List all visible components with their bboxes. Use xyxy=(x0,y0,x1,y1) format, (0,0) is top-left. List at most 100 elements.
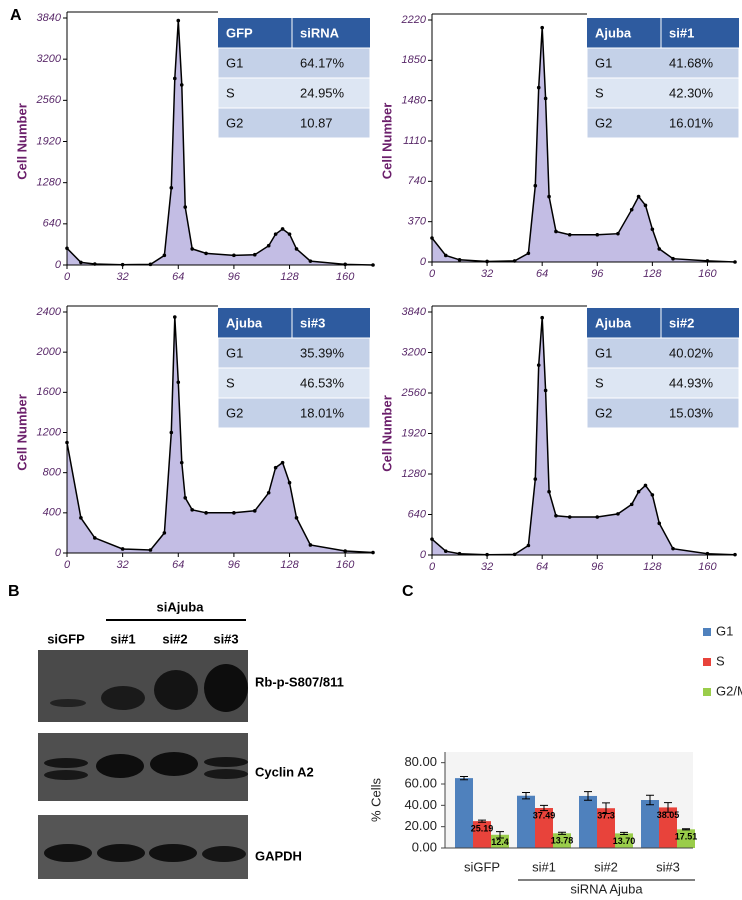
table-cell: 44.93% xyxy=(669,375,714,390)
x-tick-label: 128 xyxy=(280,271,299,283)
data-point xyxy=(169,430,174,435)
x-tick-label: 128 xyxy=(643,268,662,280)
data-point xyxy=(266,243,271,248)
data-point xyxy=(443,253,448,258)
y-tick-label: 1920 xyxy=(402,427,427,439)
data-point xyxy=(643,203,648,208)
data-point xyxy=(162,531,167,535)
blot-band xyxy=(204,757,248,767)
bar xyxy=(597,808,615,848)
data-point xyxy=(287,232,292,236)
protein-label: Rb-p-S807/811 xyxy=(255,674,344,689)
data-point xyxy=(536,363,541,367)
data-point xyxy=(554,513,558,518)
data-point xyxy=(554,229,558,234)
x-tick-label: 0 xyxy=(429,268,436,280)
table-header xyxy=(218,308,370,338)
y-tick-label: 800 xyxy=(43,467,62,479)
y-tick-label: 2220 xyxy=(401,14,427,26)
error-bar xyxy=(620,831,628,835)
value-label: 25.19 xyxy=(471,824,494,834)
data-point xyxy=(629,207,634,212)
y-tick-label: 2560 xyxy=(36,94,62,106)
table-cell: G2 xyxy=(595,405,612,420)
bar xyxy=(579,795,597,848)
blot-band xyxy=(97,844,145,862)
data-point xyxy=(148,548,153,552)
data-point xyxy=(280,227,285,231)
value-label: 38.05 xyxy=(657,810,680,820)
x-tick-label: 96 xyxy=(228,559,241,571)
bar xyxy=(473,821,491,848)
y-axis-label: Cell Number xyxy=(14,103,29,180)
data-point xyxy=(252,252,257,257)
data-point xyxy=(457,258,462,262)
data-point xyxy=(547,489,551,494)
x-tick-label: 160 xyxy=(336,559,355,571)
data-point xyxy=(183,205,188,209)
data-point xyxy=(179,83,184,87)
data-point xyxy=(232,511,236,515)
x-tick-label: 64 xyxy=(536,561,548,573)
x-tick-label: 32 xyxy=(481,561,493,573)
lane-label: siGFP xyxy=(47,631,85,646)
data-point xyxy=(280,460,285,465)
data-point xyxy=(273,465,278,470)
table-row xyxy=(586,367,740,399)
protein-label: GAPDH xyxy=(255,848,302,863)
value-label: 12.4 xyxy=(491,837,509,847)
data-point xyxy=(650,493,655,497)
table-cell: S xyxy=(226,375,235,390)
table-header xyxy=(587,308,739,338)
y-tick-label: 640 xyxy=(43,218,62,230)
y-axis-label: Cell Number xyxy=(14,394,29,471)
data-point xyxy=(120,547,125,551)
data-point xyxy=(629,502,634,507)
table-row xyxy=(586,77,740,109)
table-header xyxy=(587,18,739,48)
table-cell: 16.01% xyxy=(669,115,714,130)
table-cell: 40.02% xyxy=(669,345,714,360)
x-tick-label: 0 xyxy=(429,561,436,573)
bar xyxy=(677,829,695,848)
error-bar xyxy=(540,804,548,812)
x-tick-label: si#2 xyxy=(594,859,618,874)
y-tick-label: 1600 xyxy=(37,386,62,398)
data-point xyxy=(512,552,517,557)
y-tick-label: 1850 xyxy=(402,54,427,66)
error-bar xyxy=(496,831,504,839)
x-tick-label: 32 xyxy=(117,559,129,571)
bar xyxy=(517,795,535,848)
blot-group-label: siAjuba xyxy=(157,599,205,614)
blot-band xyxy=(101,686,145,710)
data-point xyxy=(162,253,167,258)
data-point xyxy=(190,508,194,512)
error-bar xyxy=(602,802,610,815)
table-row xyxy=(217,397,371,429)
data-point xyxy=(595,232,600,237)
lane-label: si#3 xyxy=(213,631,238,646)
value-label: 37.49 xyxy=(533,810,556,820)
table-cell: G1 xyxy=(595,55,612,70)
data-point xyxy=(567,232,572,237)
y-tick-label: 370 xyxy=(408,216,427,228)
data-point xyxy=(204,251,208,256)
table-cell: G1 xyxy=(595,345,612,360)
data-point xyxy=(543,388,548,393)
blot-band xyxy=(50,699,86,707)
x-tick-label: si#1 xyxy=(532,859,556,874)
table-cell: 18.01% xyxy=(300,405,345,420)
y-tick-label: 20.00 xyxy=(404,818,437,833)
x-tick-label: 160 xyxy=(336,271,355,283)
data-point xyxy=(657,521,662,526)
blot-rb xyxy=(38,650,248,722)
bar xyxy=(659,807,677,848)
table-header-cell: si#1 xyxy=(669,25,694,40)
data-point xyxy=(232,253,236,258)
data-point xyxy=(657,247,662,251)
y-tick-label: 3840 xyxy=(37,12,62,24)
table-header-cell: si#3 xyxy=(300,315,325,330)
data-point xyxy=(533,477,538,481)
bar xyxy=(553,833,571,848)
data-point xyxy=(343,262,347,267)
